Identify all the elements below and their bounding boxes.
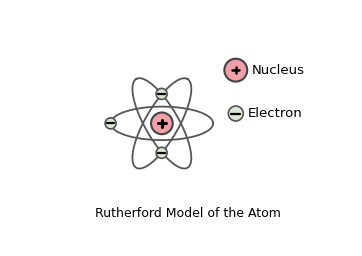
Circle shape: [151, 113, 173, 134]
Circle shape: [105, 118, 116, 129]
Circle shape: [228, 106, 243, 121]
Text: Electron: Electron: [248, 107, 303, 120]
Circle shape: [224, 59, 247, 82]
Text: Nucleus: Nucleus: [252, 64, 305, 77]
Circle shape: [156, 88, 167, 99]
Circle shape: [156, 147, 167, 158]
Text: Rutherford Model of the Atom: Rutherford Model of the Atom: [95, 207, 281, 220]
